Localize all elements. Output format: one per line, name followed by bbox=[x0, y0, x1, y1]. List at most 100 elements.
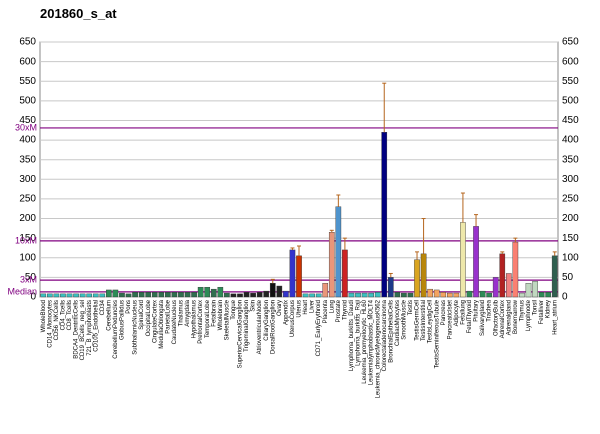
x-tick-label: PrefrontalCortex bbox=[198, 300, 204, 344]
x-tick-label: OlfactoryBulb bbox=[493, 299, 499, 336]
bar bbox=[414, 259, 420, 298]
x-tick-label: Pons bbox=[126, 300, 132, 314]
x-tick-label: WholeBlood bbox=[41, 300, 47, 332]
x-tick-label: CD56_NKCells bbox=[54, 300, 60, 340]
x-tick-label: CaudateNucleus bbox=[172, 300, 178, 344]
bar bbox=[433, 289, 440, 298]
x-tick-label: CD71_EarlyErythroid bbox=[316, 300, 322, 356]
y2-tick-label: 450 bbox=[562, 115, 579, 126]
x-tick-label: MedullaOblongata bbox=[159, 299, 165, 348]
x-tick-label: CD19_BCells_neg_sel bbox=[80, 300, 86, 360]
x-tick-label: Lymphoma_burkitts_Daudi bbox=[349, 300, 355, 371]
x-tick-label: Wholebrain bbox=[218, 300, 224, 330]
bar bbox=[224, 292, 230, 298]
bar bbox=[191, 292, 197, 298]
x-tick-label: CardiacMyocytes bbox=[395, 300, 401, 346]
x-tick-label: OccipitalLobe bbox=[146, 299, 152, 336]
bar bbox=[165, 292, 171, 298]
x-tick-label: BDCA4_DentriticCells bbox=[74, 300, 80, 359]
bar bbox=[361, 292, 368, 298]
bar bbox=[387, 277, 394, 298]
bar bbox=[243, 292, 250, 298]
y-tick-label: 600 bbox=[19, 56, 36, 67]
bar bbox=[479, 290, 486, 298]
bar bbox=[322, 283, 329, 298]
bar bbox=[204, 286, 211, 298]
x-tick-label: Heart_atrium bbox=[552, 300, 558, 335]
bar bbox=[374, 292, 381, 298]
x-tick-label: Appendix bbox=[283, 300, 289, 325]
bar bbox=[525, 283, 532, 298]
x-tick-label: Leukemia_promyelocytic_HL60 bbox=[362, 299, 368, 383]
y-tick-label: 500 bbox=[19, 95, 36, 106]
bar bbox=[368, 292, 374, 298]
x-tick-label: Colorectaladenocarcinoma bbox=[382, 299, 388, 371]
x-tick-label: TestisGermCell bbox=[415, 300, 421, 341]
bar bbox=[335, 206, 342, 298]
y2-tick-label: 300 bbox=[562, 174, 579, 185]
y-tick-label: 650 bbox=[19, 37, 36, 48]
x-tick-label: SubthalamicNucleus bbox=[133, 300, 139, 355]
x-tick-label: Tongue bbox=[231, 299, 237, 319]
x-tick-label: TrigeminalGanglion bbox=[244, 300, 250, 352]
x-tick-label: Cerebellum bbox=[106, 300, 112, 331]
bar bbox=[342, 249, 348, 298]
bar bbox=[401, 292, 407, 298]
x-tick-label: Leukemia_chronicMyelogenousK562 bbox=[375, 299, 381, 398]
x-tick-label: GlobusPallidus bbox=[120, 300, 126, 340]
bar bbox=[276, 285, 283, 298]
bar bbox=[210, 288, 217, 298]
bar bbox=[315, 293, 322, 298]
y2-tick-label: 550 bbox=[562, 76, 579, 87]
x-tick-label: Lymphoma_burkitts_Raji bbox=[356, 300, 362, 366]
bar bbox=[230, 293, 237, 298]
x-tick-label: TemporalLobe bbox=[205, 299, 211, 338]
x-tick-label: Skin bbox=[251, 300, 257, 312]
bar bbox=[158, 292, 165, 298]
y2-tick-label: 0 bbox=[562, 292, 568, 303]
bar bbox=[92, 293, 99, 298]
y2-tick-label: 200 bbox=[562, 213, 579, 224]
bar bbox=[486, 292, 492, 298]
chart-title: 201860_s_at bbox=[40, 6, 117, 21]
x-tick-label: Leukemialymphoblastic_MOLT4 bbox=[369, 299, 375, 385]
bar bbox=[427, 288, 433, 298]
y2-tick-label: 150 bbox=[562, 233, 579, 244]
y-tick-label: 550 bbox=[19, 76, 36, 87]
bar bbox=[132, 292, 138, 298]
x-tick-label: CD34 bbox=[100, 299, 106, 315]
x-tick-label: SmoothMuscle bbox=[401, 299, 407, 339]
bar bbox=[296, 255, 302, 298]
x-tick-label: FetalThyroid bbox=[467, 300, 473, 333]
bar bbox=[66, 293, 73, 298]
bar bbox=[53, 293, 60, 298]
y2-tick-label: 650 bbox=[562, 37, 579, 48]
x-tick-label: DorsalRootGanglion bbox=[270, 300, 276, 354]
bar bbox=[256, 292, 263, 298]
bar bbox=[499, 253, 506, 298]
bar bbox=[171, 292, 178, 298]
x-tick-label: ParietalLobe bbox=[165, 299, 171, 333]
bar bbox=[460, 222, 466, 298]
x-tick-label: CD14_Monocytes bbox=[47, 300, 53, 348]
bar bbox=[263, 290, 270, 298]
bar bbox=[99, 293, 106, 298]
bar bbox=[197, 286, 204, 298]
bar bbox=[512, 241, 519, 298]
bar bbox=[269, 283, 276, 298]
bar bbox=[119, 292, 125, 298]
x-tick-label: SpinalCord bbox=[139, 300, 145, 330]
x-tick-label: Amygdala bbox=[185, 299, 191, 326]
y-tick-label: 400 bbox=[19, 135, 36, 146]
bar bbox=[151, 292, 158, 298]
y2-tick-label: 400 bbox=[562, 135, 579, 146]
x-tick-label: Tonsil bbox=[533, 300, 539, 315]
bar bbox=[309, 293, 315, 298]
x-tick-label: Trachea bbox=[487, 299, 493, 321]
bar bbox=[420, 253, 427, 298]
bar bbox=[106, 289, 112, 298]
bar bbox=[519, 292, 525, 298]
bar bbox=[138, 292, 145, 298]
bar bbox=[355, 292, 361, 298]
x-tick-label: Placenta bbox=[323, 299, 329, 323]
